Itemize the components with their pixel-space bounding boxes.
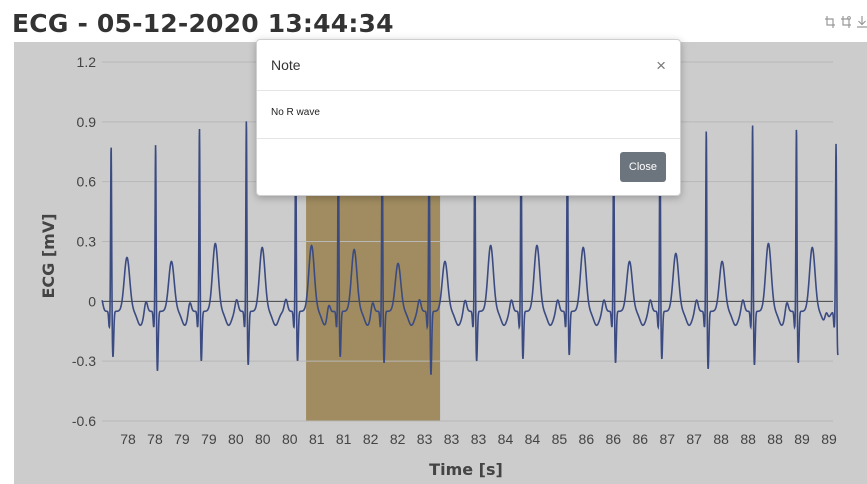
x-axis: 78 78 79 79 80 80 80 81 81 82 82 83 83 83 84 84 85 86 86 86…	[120, 431, 837, 447]
download-icon[interactable]	[857, 16, 867, 28]
x-axis-label: Time [s]	[429, 460, 503, 479]
x-tick-label: 84	[498, 431, 514, 447]
y-axis-label: ECG [mV]	[39, 213, 58, 298]
x-tick-label: 81	[309, 431, 325, 447]
x-tick-label: 83	[444, 431, 460, 447]
close-button[interactable]: Close	[619, 152, 666, 182]
x-tick-label: 87	[659, 431, 675, 447]
close-icon[interactable]: ×	[656, 55, 666, 75]
x-tick-label: 80	[282, 431, 298, 447]
x-tick-label: 84	[525, 431, 541, 447]
modal-body: No R wave	[257, 91, 680, 139]
x-tick-label: 82	[390, 431, 406, 447]
x-tick-label: 87	[686, 431, 702, 447]
y-tick-label: -0.6	[72, 413, 96, 429]
y-tick-label: 0.6	[77, 174, 97, 190]
y-tick-label: 0.9	[77, 114, 97, 130]
crop-reset-icon[interactable]	[841, 16, 851, 28]
x-tick-label: 80	[255, 431, 271, 447]
x-tick-label: 82	[363, 431, 379, 447]
chart-toolbar	[825, 16, 867, 28]
x-tick-label: 81	[336, 431, 352, 447]
note-modal: Note × No R wave Close	[256, 39, 681, 196]
x-tick-label: 78	[147, 431, 163, 447]
modal-title: Note	[271, 57, 301, 73]
y-tick-label: 1.2	[77, 54, 97, 70]
x-tick-label: 83	[471, 431, 487, 447]
x-tick-label: 86	[579, 431, 595, 447]
crop-icon[interactable]	[825, 16, 835, 28]
x-tick-label: 80	[228, 431, 244, 447]
note-text: No R wave	[271, 107, 320, 118]
x-tick-label: 85	[552, 431, 568, 447]
modal-header: Note ×	[257, 40, 680, 91]
x-tick-label: 88	[767, 431, 783, 447]
modal-footer: Close	[257, 139, 680, 195]
ecg-series-line	[101, 121, 839, 375]
x-tick-label: 88	[740, 431, 756, 447]
x-tick-label: 83	[417, 431, 433, 447]
x-tick-label: 88	[713, 431, 729, 447]
y-tick-label: 0.3	[77, 234, 97, 250]
x-tick-label: 79	[174, 431, 190, 447]
x-tick-label: 79	[201, 431, 217, 447]
y-tick-label: -0.3	[72, 353, 96, 369]
x-tick-label: 86	[632, 431, 648, 447]
y-axis: 1.2 0.9 0.6 0.3 0 -0.3 -0.6	[72, 54, 96, 429]
x-tick-label: 89	[821, 431, 837, 447]
x-tick-label: 86	[606, 431, 622, 447]
page-title: ECG - 05-12-2020 13:44:34	[12, 9, 394, 38]
x-tick-label: 89	[794, 431, 810, 447]
y-tick-label: 0	[88, 293, 96, 309]
x-tick-label: 78	[120, 431, 136, 447]
